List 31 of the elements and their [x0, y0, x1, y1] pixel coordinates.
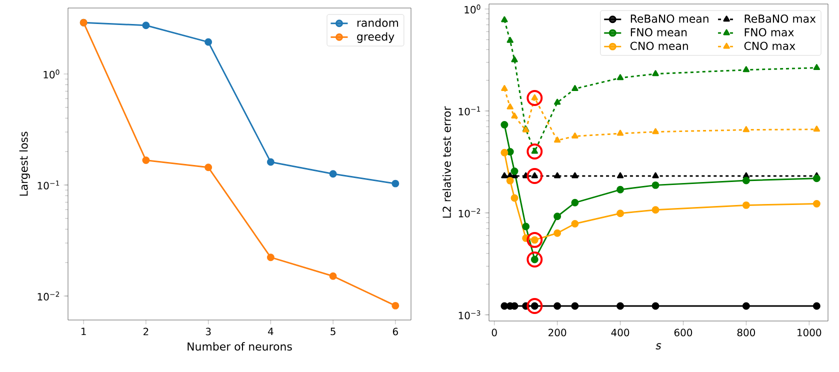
y-tick-label: 10$^{0}$ — [464, 4, 480, 14]
legend-label: ReBaNO mean — [630, 14, 708, 23]
x-tick-label: 0 — [492, 328, 497, 336]
x-tick-label: 1000 — [798, 328, 822, 336]
y-tick-label: 10$^{−1}$ — [458, 106, 480, 116]
x-axis-title: Number of neurons — [188, 342, 292, 351]
y-axis-title: L2 relative test error — [442, 106, 451, 218]
x-tick-label: 2 — [144, 328, 148, 336]
y-tick-label: 10$^{−2}$ — [458, 208, 480, 218]
legend-label: CNO mean — [630, 42, 688, 50]
legend-label: greedy — [357, 32, 394, 43]
x-tick-label: 200 — [548, 328, 566, 336]
y-axis-title: Largest loss — [19, 132, 30, 196]
y-tick-label: 10$^{−1}$ — [38, 180, 60, 190]
legend-label: FNO mean — [630, 28, 687, 36]
x-tick-label: 3 — [206, 328, 211, 336]
x-tick-label: 400 — [611, 328, 630, 336]
legend-label: random — [357, 18, 398, 27]
y-tick-label: 10$^{−3}$ — [458, 310, 480, 320]
x-tick-label: 6 — [392, 328, 398, 336]
x-tick-label: 1 — [82, 328, 86, 336]
legend-label: ReBaNO max — [744, 14, 816, 23]
x-axis-title: s — [656, 343, 662, 350]
legend-label: FNO max — [744, 28, 794, 36]
y-tick-label: 10$^{−2}$ — [38, 292, 60, 300]
y-tick-label: 10$^{0}$ — [44, 70, 60, 78]
legend-label: CNO max — [744, 42, 796, 50]
x-tick-label: 800 — [737, 328, 756, 336]
x-tick-label: 4 — [268, 328, 274, 336]
x-tick-label: 600 — [674, 328, 692, 336]
x-tick-label: 5 — [330, 328, 336, 336]
